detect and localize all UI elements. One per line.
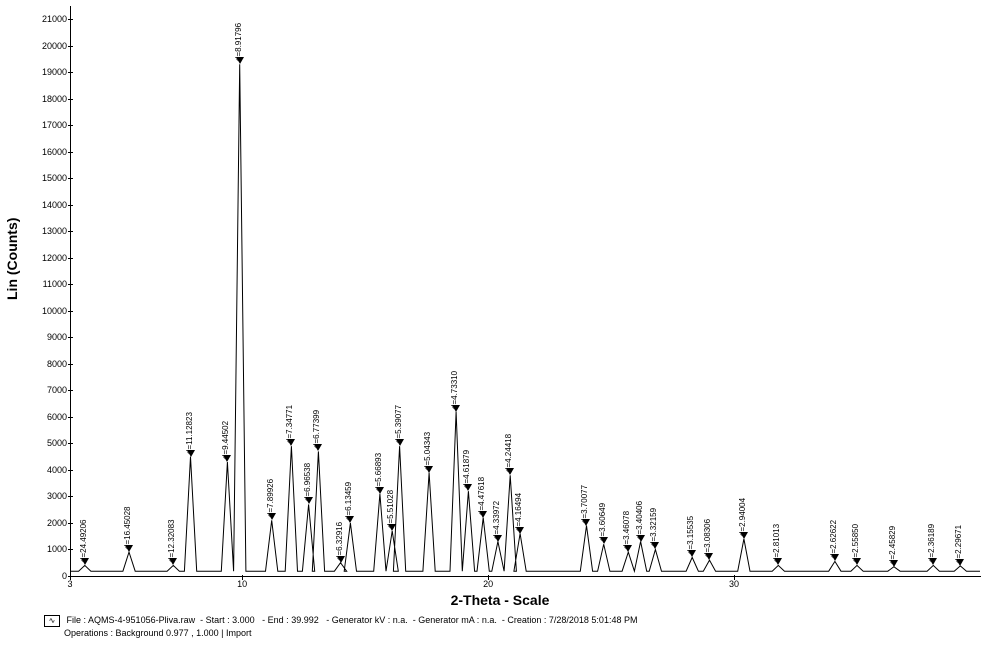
peak-label: d=2.55850	[851, 524, 860, 562]
y-tick: 5000	[19, 438, 67, 448]
peak-label: d=24.49206	[79, 520, 88, 563]
peak-label: d=3.46078	[622, 511, 631, 549]
legend-box: ∿ File : AQMS-4-951056-Pliva.raw - Start…	[44, 614, 637, 640]
x-tick: 10	[235, 579, 249, 589]
peak-label: d=2.62622	[829, 520, 838, 558]
peak-label: d=3.70077	[580, 485, 589, 523]
y-tick: 14000	[19, 200, 67, 210]
y-tick: 13000	[19, 226, 67, 236]
peak-label: d=11.12823	[185, 412, 194, 454]
y-tick: 18000	[19, 94, 67, 104]
y-tick: 4000	[19, 465, 67, 475]
y-tick: 9000	[19, 332, 67, 342]
peak-label: d=2.36189	[927, 524, 936, 562]
peak-label: d=5.51028	[386, 490, 395, 528]
y-tick: 15000	[19, 173, 67, 183]
peak-label: d=9.44502	[221, 421, 230, 459]
y-tick: 21000	[19, 14, 67, 24]
peak-label: d=6.32916	[335, 522, 344, 560]
peak-label: d=2.29671	[954, 525, 963, 563]
y-tick: 12000	[19, 253, 67, 263]
peak-label: d=2.81013	[772, 524, 781, 562]
legend-line-1: ∿ File : AQMS-4-951056-Pliva.raw - Start…	[44, 614, 637, 627]
peak-label: d=4.73310	[450, 371, 459, 409]
y-tick: 3000	[19, 491, 67, 501]
file-icon: ∿	[44, 615, 60, 627]
xrd-chart-container: Lin (Counts) 2-Theta - Scale 0 1000 2000 30…	[0, 0, 1000, 659]
legend-line-2: Operations : Background 0.977 , 1.000 | …	[44, 627, 637, 640]
peak-label: d=7.34771	[285, 405, 294, 443]
peak-label: d=4.47618	[477, 477, 486, 515]
y-tick: 2000	[19, 518, 67, 528]
peak-label: d=3.60649	[598, 503, 607, 541]
y-tick: 7000	[19, 385, 67, 395]
x-axis-label: 2-Theta - Scale	[0, 592, 1000, 608]
peak-label: d=4.61879	[462, 450, 471, 488]
peak-label: d=5.66893	[374, 453, 383, 491]
xrd-curve	[70, 6, 980, 576]
y-tick: 6000	[19, 412, 67, 422]
peak-label: d=3.40406	[635, 500, 644, 538]
peak-label: d=3.32159	[649, 508, 658, 546]
y-axis-label: Lin (Counts)	[4, 218, 20, 300]
peak-label: d=4.33972	[492, 500, 501, 538]
peak-label: d=2.94004	[738, 498, 747, 536]
peak-label: d=2.45829	[888, 526, 897, 564]
y-tick: 16000	[19, 147, 67, 157]
x-tick: 30	[727, 579, 741, 589]
x-tick: 20	[481, 579, 495, 589]
peak-label: d=3.08306	[703, 519, 712, 557]
peak-label: d=16.45028	[123, 507, 132, 550]
peak-label: d=4.16494	[514, 493, 523, 531]
y-tick: 8000	[19, 359, 67, 369]
peak-label: d=6.96538	[303, 463, 312, 501]
peak-label: d=5.39077	[394, 405, 403, 443]
peak-label: d=5.04343	[423, 432, 432, 470]
x-tick: 3	[63, 579, 77, 589]
peak-label: d=3.15535	[686, 516, 695, 554]
y-tick: 19000	[19, 67, 67, 77]
y-tick: 1000	[19, 544, 67, 554]
y-tick: 10000	[19, 306, 67, 316]
y-tick: 0	[19, 571, 67, 581]
peak-label: d=6.77399	[312, 410, 321, 448]
y-tick: 20000	[19, 41, 67, 51]
peak-label: d=12.32083	[167, 520, 176, 563]
peak-label: d=8.91796	[234, 23, 243, 61]
peak-label: d=6.13459	[344, 482, 353, 520]
y-tick: 17000	[19, 120, 67, 130]
y-tick: 11000	[19, 279, 67, 289]
peak-label: d=7.89926	[266, 479, 275, 517]
peak-label: d=4.24418	[504, 434, 513, 472]
